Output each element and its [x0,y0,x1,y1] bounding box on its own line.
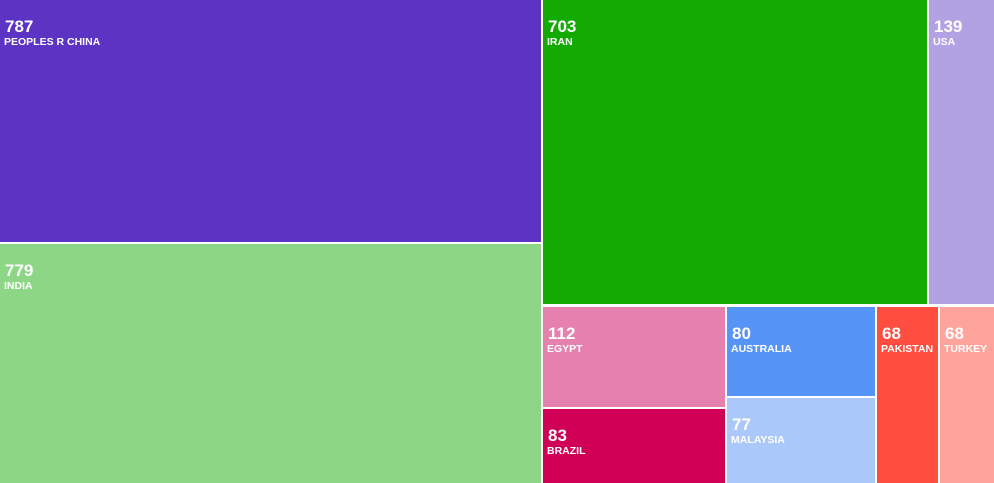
tile-label: PAKISTAN [881,343,934,355]
tile-label: PEOPLES R CHINA [4,36,101,48]
tile-label: TURKEY [944,343,988,355]
treemap-tile-iran[interactable]: 703 IRAN [543,0,927,304]
tile-value: 80 [732,324,751,343]
treemap-tile-pakistan[interactable]: 68 PAKISTAN [877,307,938,483]
tile-label: EGYPT [547,343,583,355]
tile-label: AUSTRALIA [731,343,792,355]
tile-value: 68 [882,324,901,343]
tile-value: 703 [548,17,577,36]
treemap-tile-brazil[interactable]: 83 BRAZIL [543,409,725,483]
tile-value: 112 [548,324,576,343]
tile-value: 68 [945,324,964,343]
tile-label: USA [933,36,956,48]
tile-value: 779 [5,261,34,280]
treemap-tile-turkey[interactable]: 68 TURKEY [940,307,994,483]
treemap-tile-malaysia[interactable]: 77 MALAYSIA [727,398,875,483]
treemap-tile-australia[interactable]: 80 AUSTRALIA [727,307,875,396]
tile-label: INDIA [4,280,33,292]
tile-value: 77 [732,415,751,434]
tile-value: 787 [5,17,34,36]
tile-label: MALAYSIA [731,434,785,446]
tile-value: 83 [548,426,567,445]
tile-label: BRAZIL [547,445,586,457]
tile-value: 139 [934,17,963,36]
treemap-tile-egypt[interactable]: 112 EGYPT [543,307,725,407]
treemap-tile-peoples-r-china[interactable]: 787 PEOPLES R CHINA [0,0,541,242]
tile-label: IRAN [547,36,573,48]
treemap-tile-india[interactable]: 779 INDIA [0,244,541,483]
treemap-tile-usa[interactable]: 139 USA [929,0,994,304]
